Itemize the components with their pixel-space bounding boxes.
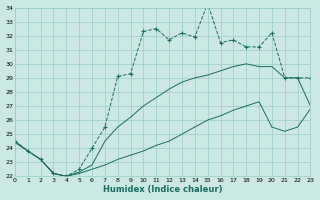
X-axis label: Humidex (Indice chaleur): Humidex (Indice chaleur): [103, 185, 222, 194]
